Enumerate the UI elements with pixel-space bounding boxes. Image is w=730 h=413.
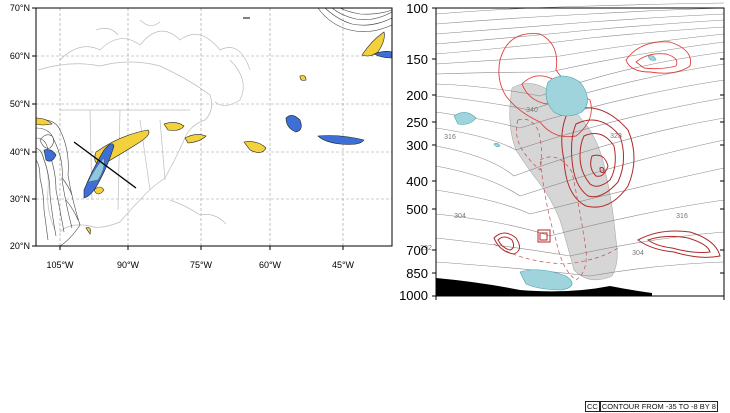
- isentrope-label: 292: [420, 245, 432, 252]
- pressure-label-250: 250: [406, 115, 428, 130]
- lat-label-30n: 30°N: [10, 194, 30, 204]
- lon-label-45w: 45°W: [332, 260, 355, 270]
- terrain: [436, 278, 652, 296]
- lat-label-40n: 40°N: [10, 147, 30, 157]
- lon-label-60w: 60°W: [259, 260, 282, 270]
- pressure-label-850: 850: [406, 266, 428, 281]
- pressure-label-100: 100: [406, 1, 428, 16]
- lon-label-75w: 75°W: [190, 260, 213, 270]
- dashed-contours: [493, 118, 619, 281]
- lat-label-20n: 20°N: [10, 241, 30, 251]
- pressure-label-200: 200: [406, 88, 428, 103]
- isentropes: [435, 2, 725, 277]
- isentrope-label: 340: [526, 107, 538, 114]
- map-terrain-contours: [35, 7, 393, 247]
- light-blue-shading: [453, 55, 657, 291]
- lat-label-60n: 60°N: [10, 51, 30, 61]
- lon-label-90w: 90°W: [117, 260, 140, 270]
- gray-shading: [509, 83, 618, 281]
- isentrope-label: 304: [632, 250, 644, 257]
- lat-label-50n: 50°N: [10, 99, 30, 109]
- map-frame: [35, 7, 393, 247]
- isentrope-label: 316: [444, 134, 456, 141]
- contour-info: CC CONTOUR FROM -35 TO -8 BY 8: [585, 400, 718, 412]
- map-gridlines: [36, 8, 392, 246]
- pressure-label-400: 400: [406, 174, 428, 189]
- lat-label-70n: 70°N: [10, 3, 30, 13]
- pressure-label-300: 300: [406, 138, 428, 153]
- pressure-label-150: 150: [406, 52, 428, 67]
- cross-section-panel: 340 316 304 292 328 316 304 100 150 200 …: [399, 1, 725, 303]
- cross-section-frame: [435, 7, 725, 297]
- pressure-label-500: 500: [406, 202, 428, 217]
- pressure-label-700: 700: [406, 243, 428, 258]
- isentrope-label: 328: [610, 133, 622, 140]
- map-light-blue-shading: [87, 157, 105, 183]
- contour-info-text: CONTOUR FROM -35 TO -8 BY 8: [599, 400, 718, 412]
- lon-label-105w: 105°W: [46, 260, 74, 270]
- cross-section-line: [73, 141, 137, 189]
- map-coastlines: [37, 19, 251, 233]
- isentrope-label: 304: [454, 213, 466, 220]
- map-positive-shading: [35, 31, 385, 235]
- pressure-label-1000: 1000: [399, 288, 428, 303]
- contour-info-box: CC: [585, 400, 600, 412]
- map-panel: 70°N 60°N 50°N 40°N 30°N 20°N 105°W 90°W…: [10, 3, 393, 270]
- isentrope-label: 316: [676, 213, 688, 220]
